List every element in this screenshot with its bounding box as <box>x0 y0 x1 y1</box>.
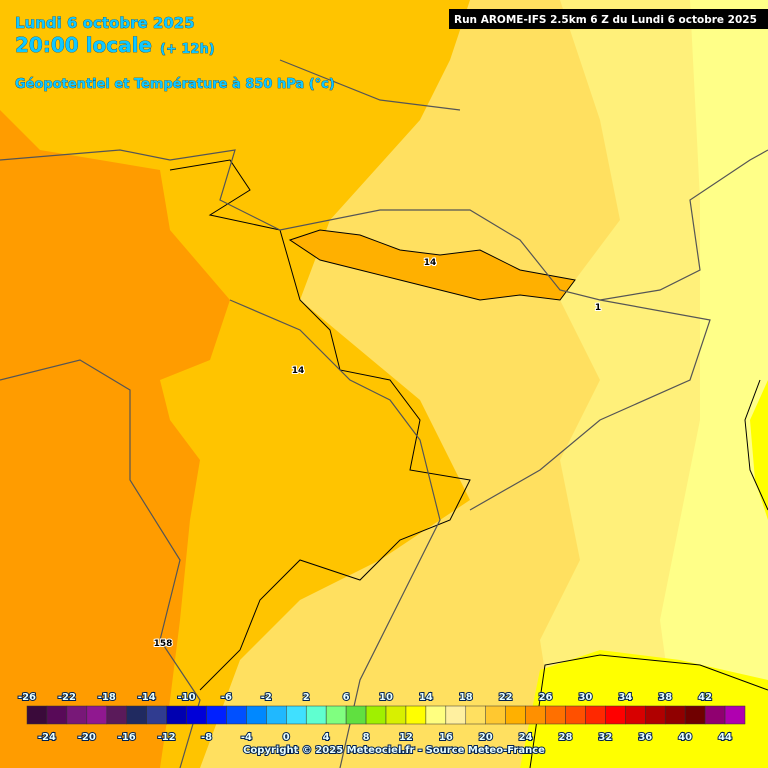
scale-label: -10 <box>178 692 196 703</box>
scale-swatch <box>585 705 606 725</box>
scale-label: 38 <box>658 692 672 703</box>
scale-swatch <box>146 705 167 725</box>
scale-label: 42 <box>698 692 712 703</box>
scale-label: -16 <box>118 732 136 743</box>
scale-swatch <box>485 705 506 725</box>
scale-label: 22 <box>499 692 513 703</box>
border <box>0 149 768 301</box>
scale-swatch <box>425 705 447 725</box>
isotherm <box>169 159 471 691</box>
scale-label: 26 <box>539 692 553 703</box>
scale-swatch <box>505 705 526 725</box>
scale-swatch <box>684 705 706 725</box>
scale-swatch <box>206 705 227 725</box>
cooler-zone <box>660 0 768 768</box>
scale-swatch <box>325 705 347 725</box>
scale-label: -22 <box>58 692 76 703</box>
copyright: Copyright © 2025 Meteociel.fr - Source M… <box>243 745 545 756</box>
scale-label: 32 <box>598 732 612 743</box>
run-info: Run AROME-IFS 2.5km 6 Z du Lundi 6 octob… <box>454 14 757 26</box>
scale-label: -4 <box>241 732 252 743</box>
scale-swatch <box>365 705 387 725</box>
scale-label: -2 <box>261 692 272 703</box>
scale-label: -26 <box>18 692 36 703</box>
field: Géopotentiel et Température à 850 hPa (°… <box>15 77 335 92</box>
scale-label: 18 <box>459 692 473 703</box>
scale-label: 40 <box>678 732 692 743</box>
scale-swatch <box>305 705 327 725</box>
scale-label: 34 <box>618 692 632 703</box>
isotherm <box>744 379 768 511</box>
scale-swatch <box>625 705 646 725</box>
scale-label: -8 <box>201 732 212 743</box>
offset: (+ 12h) <box>160 42 215 57</box>
scale-swatch <box>405 705 427 725</box>
scale-swatch <box>445 705 467 725</box>
scale-label: -6 <box>221 692 232 703</box>
scale-label: 8 <box>363 732 370 743</box>
scale-swatch <box>704 705 726 725</box>
scale-label: 2 <box>303 692 310 703</box>
scale-label: -12 <box>158 732 176 743</box>
border <box>229 299 441 768</box>
isotherm <box>529 654 768 768</box>
border <box>469 299 711 511</box>
scale-label: 0 <box>283 732 290 743</box>
scale-label: -18 <box>98 692 116 703</box>
contour-label: 14 <box>292 366 305 376</box>
scale-swatch <box>46 705 68 725</box>
scale-label: -20 <box>78 732 96 743</box>
run-box <box>449 9 768 29</box>
time: 20:00 locale <box>15 33 152 57</box>
scale-swatch <box>166 705 187 725</box>
scale-swatch <box>186 705 207 725</box>
scale-label: 16 <box>439 732 453 743</box>
scale-swatch <box>226 705 247 725</box>
scale-label: 24 <box>519 732 533 743</box>
scale-swatch <box>246 705 267 725</box>
scale-swatch <box>545 705 566 725</box>
scale-swatch <box>286 705 307 725</box>
scale-label: 30 <box>578 692 592 703</box>
scale-swatch <box>465 705 486 725</box>
scale-swatch <box>86 705 108 725</box>
scale-label: 20 <box>479 732 493 743</box>
scale-label: 6 <box>343 692 350 703</box>
scale-swatch <box>525 705 546 725</box>
scale-swatch <box>724 705 746 725</box>
scale-swatch <box>106 705 127 725</box>
scale-label: 4 <box>323 732 330 743</box>
scale-swatch <box>385 705 407 725</box>
scale-label: 14 <box>419 692 433 703</box>
scale-swatch <box>266 705 287 725</box>
color-scale: -26 -22 -18 -14 -10 -6 -2 2 6 10 14 18 22 26 30 34 38 42-… <box>17 691 746 744</box>
scale-swatch <box>126 705 147 725</box>
contour-label: 158 <box>154 639 173 649</box>
border <box>279 59 461 111</box>
scale-swatch <box>645 705 666 725</box>
contour-label: 14 <box>424 258 437 268</box>
isotherm-area <box>288 229 576 301</box>
scale-swatch <box>345 705 367 725</box>
yellow-zone <box>750 380 768 520</box>
scale-label: 28 <box>559 732 573 743</box>
border <box>0 359 201 768</box>
scale-label: 36 <box>638 732 652 743</box>
scale-swatch <box>664 705 686 725</box>
scale-label: -24 <box>38 732 56 743</box>
date: Lundi 6 octobre 2025 <box>15 14 195 32</box>
scale-swatch <box>605 705 626 725</box>
scale-swatch <box>565 705 586 725</box>
hot-zone <box>0 110 230 768</box>
scale-label: 44 <box>718 732 732 743</box>
scale-swatch <box>26 705 48 725</box>
contour-label: 1 <box>595 303 601 313</box>
scale-label: -14 <box>138 692 156 703</box>
scale-label: 10 <box>379 692 393 703</box>
scale-swatch <box>66 705 88 725</box>
scale-label: 12 <box>399 732 413 743</box>
